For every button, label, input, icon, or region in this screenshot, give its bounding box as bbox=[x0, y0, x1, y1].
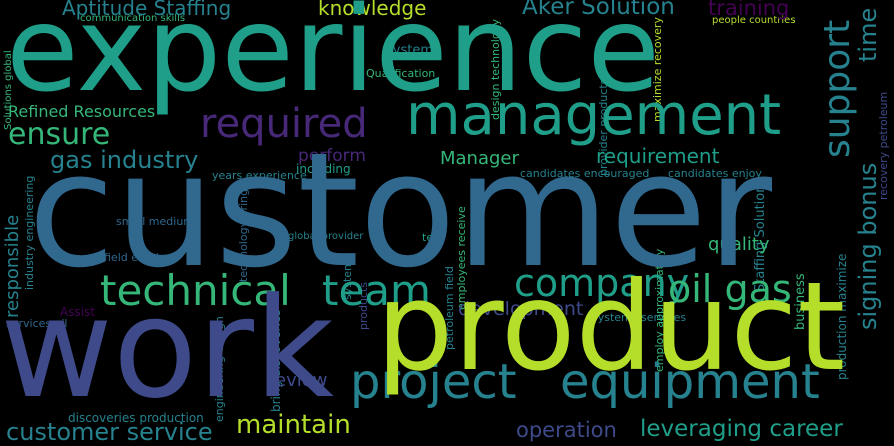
word-management: management bbox=[406, 83, 782, 148]
word-team: team bbox=[322, 266, 431, 315]
word-services-oil: services oil bbox=[6, 317, 68, 330]
word-system: system bbox=[386, 43, 433, 58]
word-review: review bbox=[268, 370, 328, 391]
word-global-provider: global provider bbox=[288, 231, 364, 242]
word-field-employ: field employ bbox=[104, 251, 172, 264]
word-refined-resources: Refined Resources bbox=[8, 102, 156, 121]
word-time: time bbox=[854, 7, 882, 62]
word-candidates-encouraged: candidates encouraged bbox=[520, 167, 650, 180]
word-people-countries: people countries bbox=[712, 15, 796, 26]
word-small-medium: small medium bbox=[116, 215, 195, 228]
word-technical: technical bbox=[100, 266, 291, 315]
word-requirement: requirement bbox=[596, 144, 720, 168]
word-oil-gas: oil gas bbox=[668, 267, 792, 311]
word-ensure: ensure bbox=[8, 117, 111, 152]
word-quality: quality bbox=[708, 234, 770, 255]
word-systems-services: systems services bbox=[592, 311, 687, 324]
word-operation: operation bbox=[516, 418, 617, 442]
word-required: required bbox=[200, 101, 368, 147]
word-work: work bbox=[0, 268, 334, 429]
word-experience: experience bbox=[6, 0, 661, 118]
word-project: project bbox=[350, 354, 517, 410]
word-qualification: Qualification bbox=[366, 67, 436, 80]
word-support: support bbox=[817, 19, 858, 158]
word-leveraging-career: leveraging career bbox=[640, 416, 843, 442]
word-candidates-enjoy: candidates enjoy bbox=[668, 167, 762, 180]
word-aptitude-staffing: Aptitude Staffing bbox=[62, 0, 232, 20]
word-test: test bbox=[422, 231, 444, 244]
word-aker-solution: Aker Solution bbox=[522, 0, 675, 20]
word-perform: perform bbox=[298, 146, 366, 166]
word-training: training bbox=[708, 0, 790, 20]
word-customer-service: customer service bbox=[6, 418, 213, 446]
word-knowledge: knowledge bbox=[318, 0, 427, 20]
word-discoveries-production: discoveries production bbox=[68, 411, 204, 425]
word-signing-bonus: signing bonus bbox=[854, 162, 882, 330]
word-manager: Manager bbox=[440, 148, 519, 169]
word-equipment: equipment bbox=[560, 354, 820, 410]
word-development: development bbox=[458, 298, 584, 320]
word-assist: Assist bbox=[60, 305, 96, 319]
word-communication-skills: communication skills bbox=[80, 13, 186, 24]
word-company: company bbox=[514, 261, 690, 305]
word-gas-industry: gas industry bbox=[50, 146, 199, 174]
word-including: including bbox=[296, 162, 351, 176]
word-maintain: maintain bbox=[236, 410, 351, 440]
word-product: product bbox=[376, 256, 846, 398]
word-customer: customer bbox=[28, 119, 773, 303]
word-years-experience: years experience bbox=[212, 169, 307, 182]
